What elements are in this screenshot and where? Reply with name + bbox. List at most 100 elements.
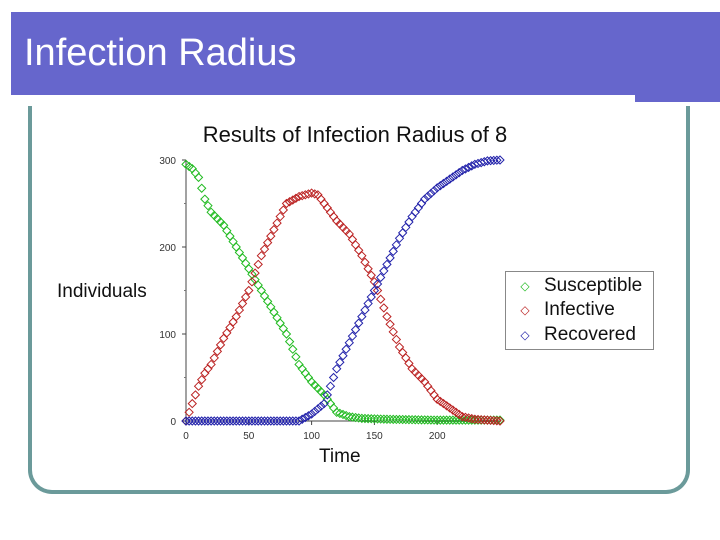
data-point: [416, 415, 427, 425]
data-point: [250, 416, 260, 426]
data-point: [228, 416, 238, 426]
data-point: [209, 353, 219, 363]
data-point: [206, 359, 216, 370]
data-point: [432, 415, 442, 425]
data-point: [231, 311, 241, 322]
data-point: [206, 416, 216, 426]
data-point: [328, 372, 339, 383]
data-point: [184, 416, 194, 426]
data-point: [310, 406, 320, 417]
data-point: [231, 416, 241, 426]
data-point: [281, 329, 292, 339]
data-point: [253, 259, 263, 270]
y-tick-label: 100: [159, 330, 176, 341]
data-point: [369, 285, 380, 296]
data-point: [266, 302, 276, 312]
data-point: [203, 200, 213, 211]
data-point: [247, 277, 257, 287]
data-point: [435, 180, 446, 191]
data-point: [200, 194, 210, 204]
data-point: [256, 285, 267, 296]
data-point: [385, 319, 395, 329]
data-point: [350, 324, 361, 335]
data-point: [485, 415, 496, 426]
legend-marker-recovered: ◇: [520, 328, 530, 342]
data-point: [228, 236, 238, 247]
data-point: [366, 414, 376, 424]
chart-title: Results of Infection Radius of 8: [202, 122, 508, 147]
data-point: [473, 414, 483, 425]
data-point: [247, 416, 257, 426]
legend-label-susceptible: Susceptible: [544, 275, 643, 296]
data-point: [240, 258, 251, 269]
data-point: [413, 415, 424, 425]
data-point: [332, 407, 342, 418]
data-point: [382, 259, 392, 270]
data-point: [353, 245, 364, 255]
data-point: [319, 398, 329, 409]
data-point: [495, 415, 505, 425]
data-point: [401, 353, 411, 363]
data-point: [266, 231, 276, 241]
data-point: [193, 416, 204, 426]
data-point: [187, 398, 197, 409]
data-point: [372, 279, 383, 289]
data-point: [344, 337, 354, 348]
data-point: [225, 231, 235, 241]
data-point: [369, 414, 380, 424]
data-point: [385, 414, 395, 425]
data-point: [482, 415, 493, 425]
series-infective: [181, 188, 505, 426]
data-point: [492, 155, 502, 165]
data-point: [454, 167, 464, 178]
data-point: [388, 414, 398, 425]
data-point: [203, 416, 213, 426]
data-point: [454, 415, 464, 425]
data-point: [196, 416, 207, 426]
data-point: [372, 285, 383, 296]
data-point: [492, 416, 502, 426]
data-point: [429, 415, 439, 425]
x-tick-label: 50: [243, 431, 255, 442]
data-point: [244, 416, 254, 426]
legend: ◇ Susceptible ◇ Infective ◇ Recovered: [505, 271, 654, 350]
data-point: [332, 364, 342, 374]
data-point: [222, 225, 232, 236]
data-point: [404, 217, 414, 227]
data-point: [294, 416, 304, 426]
data-point: [375, 272, 386, 283]
content-frame: [28, 106, 690, 494]
data-point: [470, 414, 480, 424]
data-point: [278, 205, 289, 215]
data-point: [281, 198, 292, 209]
data-point: [385, 253, 395, 263]
data-point: [297, 414, 307, 424]
data-point: [256, 416, 267, 426]
data-point: [379, 414, 389, 424]
data-point: [278, 323, 289, 334]
data-point: [237, 416, 248, 426]
data-point: [181, 416, 191, 426]
y-tick-label: 0: [170, 417, 176, 428]
data-point: [379, 303, 389, 313]
data-point: [401, 222, 411, 233]
data-point: [225, 416, 235, 426]
data-point: [404, 414, 414, 425]
data-point: [256, 250, 267, 261]
x-tick-label: 200: [429, 431, 446, 442]
data-point: [391, 334, 402, 345]
data-point: [457, 411, 468, 422]
data-point: [187, 416, 197, 426]
data-point: [360, 305, 370, 315]
data-point: [316, 401, 326, 411]
data-point: [272, 312, 282, 323]
data-point: [272, 218, 282, 228]
x-tick-label: 150: [366, 431, 383, 442]
data-point: [394, 414, 405, 425]
data-point: [451, 415, 461, 425]
legend-item-susceptible: ◇ Susceptible: [518, 274, 642, 298]
data-point: [419, 194, 430, 204]
data-point: [240, 416, 251, 426]
data-point: [388, 246, 398, 257]
data-point: [269, 224, 279, 235]
